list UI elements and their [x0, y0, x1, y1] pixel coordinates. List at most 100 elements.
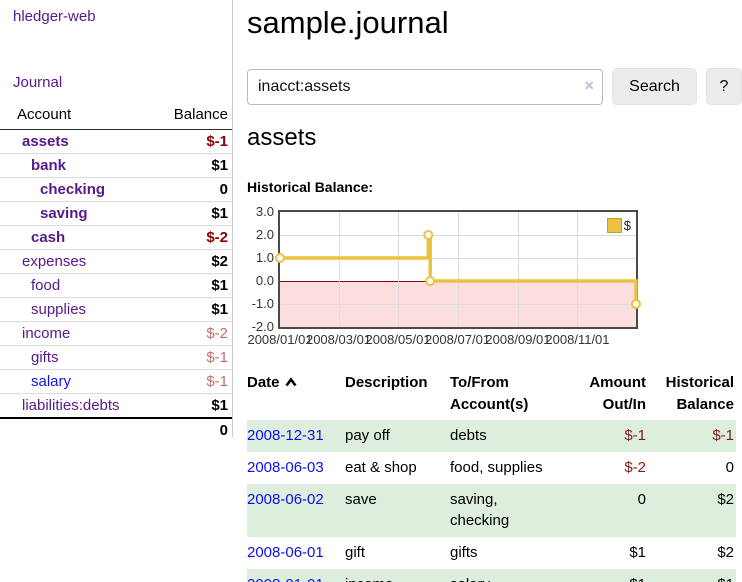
account-link[interactable]: food [31, 277, 61, 294]
accounts-rows: assets $-1 bank $1 checking 0 saving $1 cash $-2 e… [0, 130, 232, 417]
account-row: food $1 [0, 273, 232, 297]
transaction-balance: $1 [648, 569, 736, 582]
register-column-header[interactable]: Date [247, 370, 345, 421]
register-column-header: To/From Account(s) [450, 370, 566, 421]
transaction-description: gift [345, 544, 366, 562]
transaction-date-link[interactable]: 2008-12-31 [247, 427, 324, 445]
transaction-date-link[interactable]: 2008-06-03 [247, 459, 324, 477]
register-column-label: To/From Account(s) [450, 373, 529, 413]
transaction-balance: $2 [717, 491, 734, 509]
account-balance: $-2 [206, 229, 228, 246]
account-link[interactable]: income [22, 325, 71, 342]
transaction-amount: 0 [637, 491, 646, 509]
transaction-date-link[interactable]: 2008-06-01 [247, 544, 324, 562]
search-button[interactable]: Search [612, 68, 697, 106]
register-row: 2008-06-01 gift gifts $1 $2 [247, 537, 736, 569]
y-axis-tick-label: 2.0 [255, 226, 274, 242]
sidebar: hledger-web Journal Account Balance asse… [0, 0, 233, 439]
transaction-amount: $1 [566, 569, 648, 582]
account-link[interactable]: liabilities:debts [22, 397, 120, 414]
data-point-marker [275, 252, 285, 263]
sidebar-item-journal[interactable]: Journal [13, 74, 63, 91]
y-axis-tick-label: -1.0 [251, 295, 274, 311]
x-axis-tick-label: 2008/03/01 [305, 331, 372, 347]
transaction-date-link[interactable]: 2008-01-01 [247, 576, 324, 582]
account-row: saving $1 [0, 201, 232, 225]
account-row: checking 0 [0, 177, 232, 201]
accounts-total-value: 0 [219, 421, 228, 439]
register-header-row: Date Description To/From Account(s) Amount … [247, 370, 736, 421]
account-row: cash $-2 [0, 225, 232, 249]
data-point-marker [631, 298, 641, 309]
gridline-vertical [577, 211, 579, 327]
account-row: assets $-1 [0, 130, 232, 153]
account-row: income $-2 [0, 321, 232, 345]
data-point-marker [423, 229, 434, 240]
account-link[interactable]: gifts [31, 349, 59, 366]
search-input[interactable] [247, 68, 604, 105]
account-heading: assets [247, 124, 317, 152]
account-link[interactable]: cash [31, 229, 66, 246]
transaction-balance: $2 [717, 544, 734, 562]
page-title: sample.journal [247, 5, 449, 40]
account-link[interactable]: assets [22, 133, 69, 150]
register-column-header: Amount Out/In [566, 370, 648, 421]
legend-swatch-icon [606, 217, 622, 233]
account-link[interactable]: supplies [31, 301, 87, 318]
transaction-description: save [345, 491, 377, 509]
y-axis-tick-label: -2.0 [251, 318, 274, 334]
x-axis-tick-label: 2008/07/01 [424, 331, 491, 347]
legend-label: $ [623, 217, 631, 233]
transaction-date-link[interactable]: 2008-06-02 [247, 491, 324, 509]
register-row: 2008-06-03 eat & shop food, supplies $-2 0 [247, 452, 736, 484]
chart-plot-area: $ [275, 209, 641, 329]
transaction-accounts: saving, checking [450, 491, 510, 530]
account-link[interactable]: saving [40, 205, 88, 222]
accounts-total-row: 0 [0, 417, 232, 441]
gridline-vertical [517, 211, 519, 327]
x-axis-tick-label: 2008/05/01 [365, 331, 431, 347]
brand-link[interactable]: hledger-web [13, 8, 96, 25]
account-balance: $1 [211, 157, 228, 174]
clear-search-icon[interactable]: × [584, 75, 595, 95]
register-column-header: Historical Balance [648, 370, 736, 421]
data-point-marker [425, 275, 436, 286]
transaction-description: pay off [345, 427, 390, 445]
x-axis-tick-label: 2008/01/01 [247, 331, 313, 347]
account-link[interactable]: salary [31, 373, 72, 390]
chart-legend: $ [606, 217, 631, 233]
account-link[interactable]: expenses [22, 253, 87, 270]
x-axis-tick-label: 2008/09/01 [485, 331, 551, 347]
chart-title: Historical Balance: [247, 178, 374, 195]
account-balance: $1 [211, 301, 228, 318]
transaction-accounts: gifts [450, 544, 478, 562]
y-axis-tick-label: 3.0 [255, 203, 274, 219]
accounts-table-header: Account Balance [0, 106, 232, 130]
gridline-vertical [398, 211, 400, 327]
account-balance: $1 [211, 205, 228, 222]
account-row: liabilities:debts $1 [0, 393, 232, 417]
account-balance: $1 [211, 397, 228, 414]
accounts-header-balance: Balance [173, 106, 228, 123]
account-link[interactable]: checking [40, 181, 106, 198]
accounts-table: Account Balance assets $-1 bank $1 checking 0… [0, 106, 232, 441]
account-row: expenses $2 [0, 249, 232, 273]
register-row: 2008-01-01incomesalary$1$1 [247, 569, 736, 582]
account-link[interactable]: bank [31, 157, 67, 174]
account-row: supplies $1 [0, 297, 232, 321]
register-column-label: Description [345, 373, 428, 391]
sort-ascending-icon [284, 377, 297, 387]
transaction-amount: $-2 [624, 459, 646, 477]
historical-balance-chart: $ 3.0 2.0 1.0 0.0 -1.0 -2.0 2008/01/01 2008/03/… [247, 204, 717, 354]
transaction-balance: $-1 [712, 427, 734, 445]
y-axis-tick-label: 1.0 [255, 249, 274, 265]
account-row: bank $1 [0, 153, 232, 177]
help-button[interactable]: ? [705, 68, 742, 106]
account-balance: $2 [211, 253, 228, 270]
transaction-amount: $-1 [624, 427, 646, 445]
register-row: 2008-12-31 pay off debts $-1 $-1 [247, 420, 736, 453]
transaction-description: eat & shop [345, 459, 417, 477]
transaction-description: income [345, 569, 450, 582]
gridline-vertical [338, 211, 340, 327]
